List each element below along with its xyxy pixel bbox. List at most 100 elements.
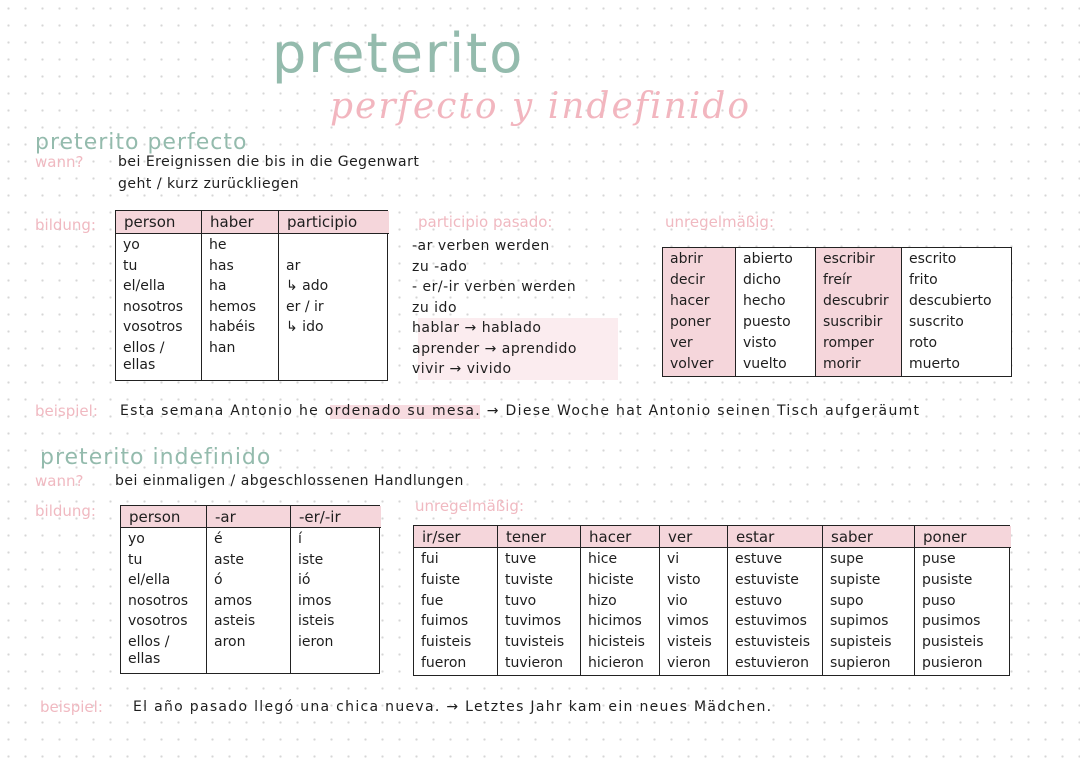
highlight <box>330 405 480 419</box>
table-cell: tuviste <box>505 571 553 588</box>
table-cell: tuvo <box>505 592 537 609</box>
table-cell: ver <box>670 335 693 351</box>
text-line: geht / kurz zurückliegen <box>118 176 300 192</box>
table-cell: amos <box>214 592 253 609</box>
table-cell: puesto <box>743 314 791 330</box>
table-cell: fuiste <box>421 571 461 588</box>
table-cell: dicho <box>743 272 781 288</box>
table-header: -er/-ir <box>291 506 381 528</box>
table-cell: puse <box>922 551 956 567</box>
label: participio pasado: <box>418 213 553 231</box>
table-column: -er/-ir í iste ió imos isteis ieron <box>290 506 381 673</box>
table-cell: vimos <box>667 613 709 630</box>
table-column: tener tuve tuviste tuvo tuvimos tuvisteis tuvi… <box>497 526 580 675</box>
label: bildung: <box>35 502 96 520</box>
text-line: bei Ereignissen die bis in die Gegenwart <box>118 154 420 170</box>
label: beispiel: <box>35 402 98 420</box>
table-cell: hicimos <box>588 613 642 630</box>
table-cell: puso <box>922 592 956 609</box>
table-header: participio <box>279 211 389 234</box>
table-header: estar <box>728 526 822 548</box>
table-cell: iste <box>298 551 324 568</box>
table-cell: yo <box>128 531 145 547</box>
table-cell: pusieron <box>922 655 983 671</box>
table-cell: ↳ ado <box>286 278 329 294</box>
table-cell: vosotros <box>123 319 183 335</box>
table-cell: volver <box>670 356 714 372</box>
text-line: zu -ado <box>412 258 468 275</box>
table-column: escribir freír descubrir suscribir romper mor… <box>815 248 901 376</box>
text-line: vivir → vivido <box>412 361 512 377</box>
table-cell: hice <box>588 551 618 567</box>
table-column: hacer hice hiciste hizo hicimos hicisteis hici… <box>580 526 659 675</box>
text-line: hablar → hablado <box>412 320 542 336</box>
table-column: haber he has ha hemos habéis han <box>201 211 278 380</box>
table-cell: poner <box>670 314 711 330</box>
table-cell: vieron <box>667 655 711 671</box>
label: beispiel: <box>40 698 103 716</box>
table-cell: hemos <box>209 298 256 315</box>
table-column: person yo tu el/ella nosotros vosotros ellos /… <box>116 211 201 380</box>
table-cell: ellos / ellas <box>128 633 170 667</box>
table-header: tener <box>498 526 580 548</box>
section-heading: preterito perfecto <box>35 130 248 155</box>
table-cell: ó <box>214 572 223 588</box>
table-cell: tu <box>123 257 138 274</box>
table-cell: abierto <box>743 251 793 267</box>
table-cell: estuvieron <box>735 655 809 671</box>
label: unregelmäßig: <box>415 497 524 515</box>
text-line: bei einmaligen / abgeschlossenen Handlun… <box>115 473 464 489</box>
table-cell: tuve <box>505 551 537 567</box>
table-column: abierto dicho hecho puesto visto vuelto <box>735 248 815 376</box>
table-cell: hiciste <box>588 571 634 588</box>
table-cell: hecho <box>743 293 786 309</box>
table-header: person <box>121 506 206 528</box>
table-cell: vio <box>667 592 688 609</box>
table-cell: hacer <box>670 293 710 309</box>
table-column: ir/ser fui fuiste fue fuimos fuisteis fueron <box>414 526 497 675</box>
table-cell: vuelto <box>743 356 787 372</box>
table-column: ver vi visto vio vimos visteis vieron <box>659 526 727 675</box>
table-cell: descubierto <box>909 293 992 309</box>
text-line: zu ido <box>412 299 458 316</box>
table-cell: vosotros <box>128 613 188 629</box>
table-cell: supiste <box>830 571 881 588</box>
title: preterito <box>272 22 525 85</box>
table-cell: fuimos <box>421 613 469 630</box>
table-cell: habéis <box>209 319 256 335</box>
table-header: poner <box>915 526 1011 548</box>
table-cell: tu <box>128 551 143 568</box>
table-cell: ieron <box>298 633 334 650</box>
table-cell: freír <box>823 272 852 288</box>
table-cell: isteis <box>298 613 335 629</box>
table-cell: estuve <box>735 551 783 567</box>
table-cell: aron <box>214 633 246 650</box>
table-cell: el/ella <box>128 572 171 588</box>
table-cell: supieron <box>830 655 891 671</box>
table-cell: nosotros <box>128 592 189 609</box>
table-cell: asteis <box>214 613 256 629</box>
table-header: saber <box>823 526 914 548</box>
text-line: -ar verben werden <box>412 238 550 254</box>
table-cell: frito <box>909 272 938 288</box>
table-cell: yo <box>123 237 140 253</box>
table-cell: decir <box>670 272 705 288</box>
table-cell: estuvo <box>735 592 783 609</box>
table-column: saber supe supiste supo supimos supisteis supi… <box>822 526 914 675</box>
table-header: haber <box>202 211 278 234</box>
table: abrir decir hacer poner ver volver abierto dich… <box>662 247 1012 377</box>
table-header: ir/ser <box>414 526 497 548</box>
table-cell: muerto <box>909 356 960 372</box>
table-header: person <box>116 211 201 234</box>
table-cell: el/ella <box>123 278 166 294</box>
table-cell: visto <box>743 335 777 351</box>
table-cell: descubrir <box>823 293 889 309</box>
table-cell: ellos / ellas <box>123 339 165 373</box>
table-cell: has <box>209 257 234 274</box>
table-column: escrito frito descubierto suscrito roto muert… <box>901 248 1013 376</box>
table-cell: estuvisteis <box>735 634 811 651</box>
table-cell: aste <box>214 551 244 568</box>
table-cell: pusiste <box>922 571 973 588</box>
table-header: -ar <box>207 506 290 528</box>
